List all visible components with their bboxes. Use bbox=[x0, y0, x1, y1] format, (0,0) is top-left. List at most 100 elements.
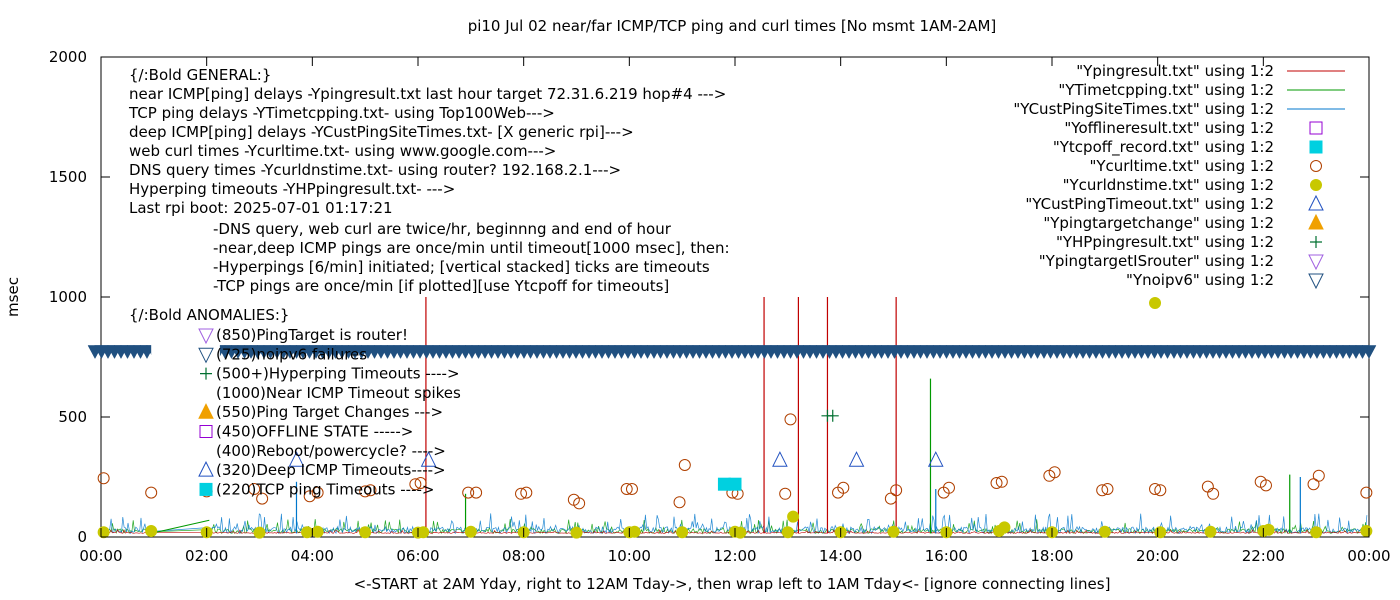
info-line: web curl times -Ycurltime.txt- using www… bbox=[129, 142, 556, 160]
dns-time-point bbox=[1154, 526, 1167, 539]
dns-time-point-shape bbox=[787, 510, 800, 523]
deep-icmp-timeout-point-shape bbox=[420, 451, 437, 467]
legend-marker bbox=[1308, 254, 1324, 271]
dns-time-point-shape bbox=[1149, 297, 1162, 309]
curl-time-point-shape bbox=[1307, 478, 1320, 491]
y-tick-label: 1000 bbox=[49, 288, 87, 306]
x-tick-label: 22:00 bbox=[1242, 547, 1285, 565]
legend-marker bbox=[1310, 160, 1322, 172]
curl-time-point bbox=[145, 486, 158, 499]
curl-time-point bbox=[311, 486, 324, 499]
anomaly-label: (400)Reboot/powercycle? ----> bbox=[216, 442, 446, 460]
legend-label: "YpingtargetISrouter" using 1:2 bbox=[1039, 252, 1274, 270]
legend-marker bbox=[1309, 121, 1323, 135]
dns-time-point bbox=[464, 525, 477, 538]
curl-time-point-shape bbox=[248, 483, 261, 495]
anomalies-list: (850)PingTarget is router!(725)noipv6 fa… bbox=[198, 326, 461, 498]
dns-time-point bbox=[734, 526, 747, 539]
legend: "Ypingresult.txt" using 1:2"YTimetcpping… bbox=[1013, 62, 1345, 290]
deep-icmp-timeout-point bbox=[288, 451, 305, 467]
anomaly-marker-shape bbox=[198, 460, 214, 477]
curl-time-point-shape bbox=[1201, 480, 1214, 493]
x-tick-label: 14:00 bbox=[819, 547, 862, 565]
anomaly-label: (550)Ping Target Changes ---> bbox=[216, 403, 443, 421]
dns-time-point-shape bbox=[1154, 526, 1167, 539]
curl-time-point-shape bbox=[359, 485, 372, 498]
dns-time-point bbox=[145, 525, 158, 537]
curl-time-point-shape bbox=[364, 484, 377, 497]
anomaly-label: (1000)Near ICMP Timeout spikes bbox=[216, 384, 461, 402]
dns-time-point bbox=[570, 526, 583, 539]
dns-time-point bbox=[887, 525, 900, 538]
dns-time-point-shape bbox=[734, 526, 747, 539]
noipv6-marker bbox=[1361, 345, 1377, 360]
curl-time-point bbox=[303, 490, 316, 503]
anomaly-marker bbox=[199, 482, 213, 496]
curl-time-point-shape bbox=[1149, 483, 1162, 495]
legend-marker bbox=[1308, 194, 1324, 211]
curl-time-point bbox=[364, 484, 377, 497]
legend-label: "YTimetcpping.txt" using 1:2 bbox=[1058, 81, 1274, 99]
curl-time-point bbox=[462, 486, 475, 499]
gap-connector-line bbox=[151, 519, 210, 534]
anomaly-marker bbox=[198, 347, 214, 364]
dns-time-point-shape bbox=[1262, 523, 1275, 536]
curl-time-point bbox=[1154, 484, 1167, 497]
curl-time-point-shape bbox=[884, 492, 897, 505]
curl-time-point-shape bbox=[784, 413, 797, 426]
dns-time-point bbox=[676, 526, 689, 539]
dns-time-point-shape bbox=[998, 521, 1011, 534]
legend-label: "Ycurldnstime.txt" using 1:2 bbox=[1063, 176, 1274, 194]
x-tick-label: 12:00 bbox=[713, 547, 756, 565]
curl-time-point bbox=[520, 486, 533, 499]
y-axis-label: msec bbox=[4, 277, 22, 317]
dns-time-point-shape bbox=[97, 526, 110, 539]
anomaly-marker bbox=[198, 460, 214, 477]
info-line: DNS query times -Ycurldnstime.txt- using… bbox=[129, 161, 621, 179]
legend-marker-shape bbox=[1310, 160, 1322, 172]
curl-time-point-shape bbox=[515, 487, 528, 500]
x-tick-label: 08:00 bbox=[502, 547, 545, 565]
y-tick-label: 0 bbox=[77, 528, 87, 546]
curl-time-point bbox=[1312, 469, 1325, 482]
curl-time-point-shape bbox=[311, 486, 324, 499]
noipv6-failure-band bbox=[87, 343, 1377, 361]
x-axis-label: <-START at 2AM Yday, right to 12AM Tday-… bbox=[354, 575, 1111, 593]
dns-time-point-shape bbox=[1204, 525, 1217, 538]
y-tick-label: 1500 bbox=[49, 168, 87, 186]
dns-time-point bbox=[417, 526, 430, 539]
dns-time-point bbox=[1262, 523, 1275, 536]
dns-time-point-shape bbox=[359, 526, 372, 539]
curl-time-point-shape bbox=[990, 477, 1003, 489]
curl-time-point bbox=[1149, 483, 1162, 495]
anomaly-marker-shape bbox=[198, 347, 214, 364]
anomaly-label: (850)PingTarget is router! bbox=[216, 326, 408, 344]
info-line: {/:Bold GENERAL:} bbox=[129, 66, 271, 84]
curl-time-point-shape bbox=[470, 486, 483, 499]
dns-time-point bbox=[301, 526, 314, 539]
anomaly-label: (725)noipv6 failures bbox=[216, 345, 367, 363]
curl-time-point bbox=[1307, 478, 1320, 491]
curl-time-point bbox=[359, 485, 372, 498]
dns-time-point-shape bbox=[145, 525, 158, 537]
x-tick-label: 00:00 bbox=[79, 547, 122, 565]
dns-time-point-shape bbox=[311, 525, 324, 538]
dns-time-point-shape bbox=[301, 526, 314, 539]
curl-time-point-shape bbox=[1312, 469, 1325, 482]
info-note: -DNS query, web curl are twice/hr, begin… bbox=[213, 220, 672, 238]
curl-time-point bbox=[1101, 483, 1114, 495]
anomaly-marker bbox=[199, 425, 213, 438]
curl-time-point bbox=[673, 496, 686, 509]
curl-time-point bbox=[890, 484, 903, 497]
anomaly-label: (220)TCP ping Timeouts ----> bbox=[216, 480, 434, 498]
curl-time-point bbox=[414, 477, 427, 489]
x-tick-label: 02:00 bbox=[185, 547, 228, 565]
legend-marker-shape bbox=[1308, 194, 1324, 211]
anomaly-label: (320)Deep ICMP Timeouts----> bbox=[216, 461, 446, 479]
deep-icmp-timeout-point bbox=[927, 451, 944, 467]
legend-marker-shape bbox=[1310, 179, 1322, 191]
curl-time-point bbox=[573, 497, 586, 510]
curl-time-point-shape bbox=[303, 490, 316, 503]
curl-time-point bbox=[678, 459, 691, 471]
